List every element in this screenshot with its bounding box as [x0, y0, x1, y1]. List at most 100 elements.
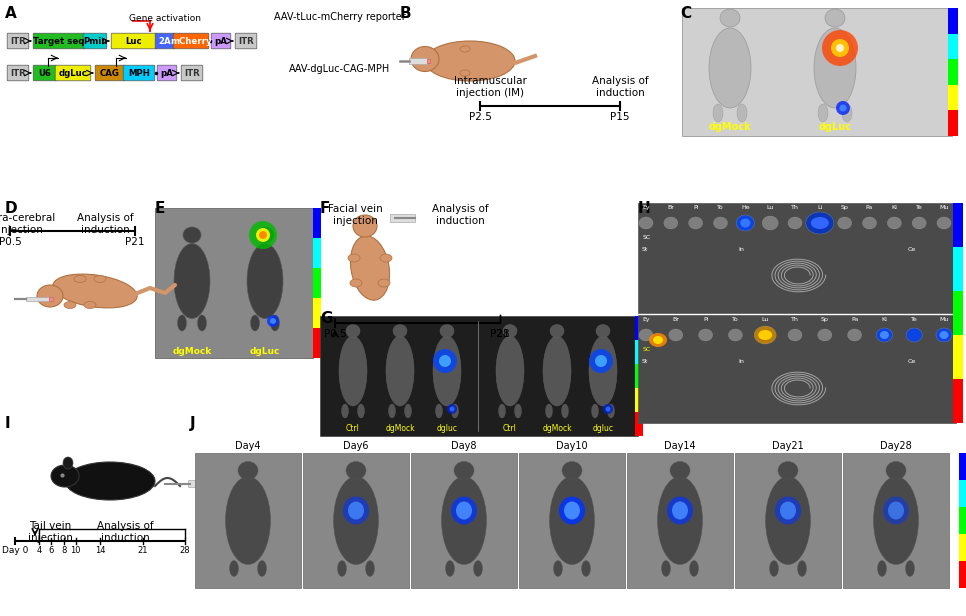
Ellipse shape [863, 217, 876, 229]
Ellipse shape [736, 215, 754, 231]
Text: ITR: ITR [239, 36, 254, 46]
Text: Lu: Lu [761, 317, 769, 322]
Bar [519, 453, 625, 588]
FancyBboxPatch shape [96, 65, 125, 81]
Ellipse shape [348, 254, 360, 262]
Ellipse shape [754, 326, 777, 344]
Text: Ki: Ki [881, 317, 888, 322]
Text: Ey: Ey [642, 205, 650, 210]
Text: Sp: Sp [821, 317, 829, 322]
Ellipse shape [689, 217, 702, 229]
Text: Pi: Pi [693, 205, 698, 210]
Ellipse shape [386, 336, 414, 406]
Ellipse shape [836, 44, 844, 52]
Ellipse shape [582, 561, 590, 577]
Ellipse shape [74, 275, 86, 283]
Ellipse shape [333, 477, 379, 564]
Text: Ce: Ce [908, 247, 916, 252]
Bar [635, 412, 643, 436]
Ellipse shape [596, 325, 610, 338]
Ellipse shape [515, 404, 522, 418]
Text: He: He [741, 205, 750, 210]
Ellipse shape [877, 561, 887, 577]
Text: 28: 28 [180, 546, 190, 555]
Ellipse shape [225, 477, 270, 564]
Text: dgMock: dgMock [172, 347, 212, 356]
Bar [953, 291, 963, 335]
Text: Ctrl: Ctrl [503, 424, 517, 433]
Ellipse shape [810, 217, 829, 229]
Ellipse shape [788, 329, 802, 341]
Text: 21: 21 [137, 546, 148, 555]
Ellipse shape [393, 325, 407, 338]
Text: dgLuc: dgLuc [59, 68, 88, 78]
Bar [26, 296, 49, 301]
Text: AAV-tLuc-mCherry reporter: AAV-tLuc-mCherry reporter [274, 12, 406, 22]
Text: Analysis of
induction: Analysis of induction [432, 204, 488, 225]
Bar [411, 453, 517, 588]
Text: Th: Th [791, 317, 799, 322]
Text: Li: Li [817, 205, 822, 210]
FancyBboxPatch shape [157, 65, 177, 81]
Ellipse shape [496, 336, 524, 406]
Ellipse shape [825, 9, 845, 27]
Ellipse shape [433, 336, 461, 406]
Ellipse shape [425, 41, 515, 81]
Ellipse shape [936, 328, 952, 342]
Ellipse shape [550, 477, 594, 564]
Text: P15: P15 [611, 112, 630, 122]
Text: P28: P28 [491, 329, 510, 339]
Text: dgluc: dgluc [437, 424, 458, 433]
Text: Day8: Day8 [451, 441, 477, 451]
Ellipse shape [270, 318, 276, 324]
Ellipse shape [550, 325, 564, 338]
Ellipse shape [658, 477, 702, 564]
Text: E: E [155, 201, 165, 216]
Text: 10: 10 [71, 546, 81, 555]
Ellipse shape [378, 279, 390, 287]
Bar [953, 335, 963, 379]
Ellipse shape [380, 254, 392, 262]
Text: Day6: Day6 [343, 441, 369, 451]
FancyBboxPatch shape [33, 33, 85, 49]
Ellipse shape [740, 219, 751, 227]
Text: 2A: 2A [158, 36, 171, 46]
Ellipse shape [230, 561, 239, 577]
FancyBboxPatch shape [156, 33, 175, 49]
Ellipse shape [603, 404, 613, 414]
Text: Pa: Pa [866, 205, 873, 210]
Ellipse shape [589, 336, 617, 406]
Text: Day21: Day21 [509, 306, 541, 316]
Ellipse shape [348, 501, 364, 519]
Ellipse shape [653, 336, 663, 344]
Ellipse shape [714, 217, 727, 229]
Text: Facial vein
injection: Facial vein injection [327, 204, 383, 225]
Ellipse shape [351, 236, 389, 300]
Bar [843, 453, 949, 588]
Text: F: F [320, 201, 330, 216]
Ellipse shape [842, 104, 852, 122]
Ellipse shape [258, 561, 267, 577]
Ellipse shape [543, 336, 571, 406]
Text: Lu: Lu [766, 205, 774, 210]
Bar [635, 316, 643, 340]
Text: U6: U6 [39, 68, 51, 78]
Ellipse shape [940, 331, 949, 339]
Ellipse shape [595, 355, 607, 367]
Ellipse shape [411, 46, 439, 71]
Ellipse shape [667, 496, 693, 524]
Ellipse shape [554, 561, 562, 577]
Ellipse shape [439, 355, 451, 367]
Bar [627, 453, 733, 588]
Text: Gene activation: Gene activation [129, 14, 201, 23]
Ellipse shape [562, 461, 582, 479]
Text: C: C [680, 6, 691, 21]
Text: A: A [5, 6, 16, 21]
Text: Th: Th [791, 205, 799, 210]
Ellipse shape [564, 501, 580, 519]
Ellipse shape [649, 333, 667, 347]
Text: P0.5: P0.5 [324, 329, 347, 339]
FancyBboxPatch shape [124, 65, 155, 81]
Ellipse shape [698, 329, 713, 341]
Text: Day14: Day14 [665, 441, 696, 451]
